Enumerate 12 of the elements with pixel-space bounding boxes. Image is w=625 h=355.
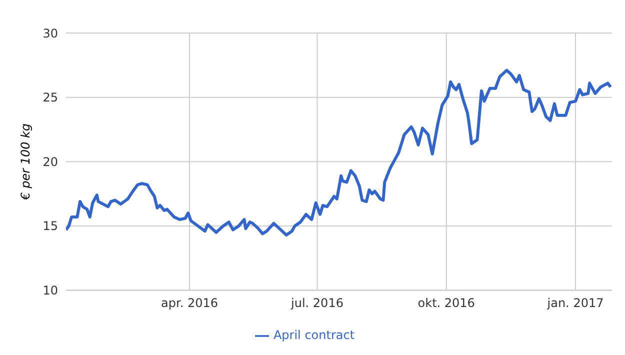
legend-label: April contract <box>273 328 355 342</box>
x-tick-label: apr. 2016 <box>161 296 218 310</box>
line-series <box>66 68 612 236</box>
y-tick-label: 10 <box>42 284 58 298</box>
x-tick-label: jan. 2017 <box>546 296 604 310</box>
y-axis-title: € per 100 kg <box>18 123 32 201</box>
y-tick-label: 20 <box>42 154 58 169</box>
x-tick-label: jul. 2016 <box>290 296 344 310</box>
y-tick-label: 25 <box>42 90 58 105</box>
x-tick-label: okt. 2016 <box>418 296 475 310</box>
y-tick-label: 30 <box>42 26 58 40</box>
y-tick-label: 15 <box>42 219 58 234</box>
